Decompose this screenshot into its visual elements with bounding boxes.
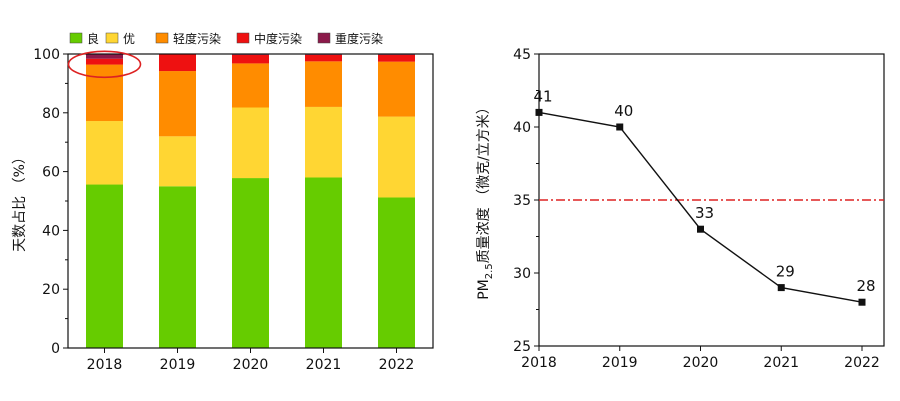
bar-segment <box>305 54 342 62</box>
legend-swatch <box>105 32 119 44</box>
y-tick-label: 60 <box>42 165 60 181</box>
bar-segment <box>378 54 415 62</box>
bar-segment <box>305 106 342 178</box>
data-point <box>535 108 543 116</box>
bar-segment <box>86 64 123 122</box>
y-tick-label: 45 <box>513 47 531 63</box>
bar-segment <box>232 63 269 108</box>
data-label: 28 <box>856 277 875 295</box>
x-tick-label: 2018 <box>87 357 123 373</box>
bar-segment <box>159 54 196 72</box>
bar-segment <box>378 116 415 198</box>
bar-segment <box>86 121 123 185</box>
data-label: 40 <box>614 102 633 120</box>
bar-segment <box>378 197 415 348</box>
y-axis-title-main: PM <box>476 279 492 300</box>
x-axis: 2018 2019 2020 2021 2022 <box>521 346 880 371</box>
data-label: 29 <box>776 263 795 281</box>
y-tick-label: 25 <box>513 339 531 355</box>
data-point <box>616 123 624 131</box>
y-axis-title: PM2.5质量浓度 （微克/立方米） <box>476 100 495 300</box>
y-axis-title: 天数占比 （%） <box>12 150 28 252</box>
y-tick-label: 100 <box>33 47 60 63</box>
legend-label: 良 <box>87 31 99 46</box>
bar-segment <box>86 54 123 59</box>
y-axis: 0 20 40 60 80 100 <box>33 47 68 357</box>
highlight-ellipse <box>67 50 142 79</box>
bar-segment <box>232 54 269 64</box>
legend-swatch <box>69 32 83 44</box>
bar-segment <box>159 71 196 137</box>
y-axis-title-subscript: 2.5 <box>484 263 495 279</box>
y-axis: 25 30 35 40 45 <box>513 47 539 355</box>
bar-segment <box>159 136 196 187</box>
x-tick-label: 2019 <box>160 357 196 373</box>
y-tick-label: 0 <box>51 341 60 357</box>
y-tick-label: 40 <box>42 223 60 239</box>
data-label: 41 <box>533 87 552 105</box>
x-tick-label: 2020 <box>683 355 719 371</box>
bar-segment <box>159 186 196 348</box>
y-tick-label: 30 <box>513 266 531 282</box>
x-tick-label: 2021 <box>306 357 342 373</box>
bar-series-group <box>86 54 415 348</box>
legend-swatch <box>236 32 250 44</box>
data-point <box>777 284 785 292</box>
y-tick-label: 20 <box>42 282 60 298</box>
x-tick-label: 2021 <box>763 355 799 371</box>
series-points: 41 40 33 29 28 <box>533 87 876 306</box>
y-tick-label: 80 <box>42 106 60 122</box>
legend-label: 中度污染 <box>254 31 302 46</box>
legend-label: 重度污染 <box>335 31 383 46</box>
x-tick-label: 2022 <box>379 357 415 373</box>
bar-segment <box>232 107 269 179</box>
x-axis: 2018 2019 2020 2021 2022 <box>87 348 415 373</box>
bar-segment <box>232 178 269 348</box>
legend: 良 优 轻度污染 中度污染 重度污染 <box>69 31 383 46</box>
x-tick-label: 2018 <box>521 355 557 371</box>
bar-segment <box>86 184 123 348</box>
legend-swatch <box>155 32 169 44</box>
legend-label: 优 <box>123 32 135 46</box>
data-point <box>697 225 704 233</box>
y-axis-title-rest: 质量浓度 （微克/立方米） <box>476 100 492 263</box>
bar-segment <box>86 58 123 65</box>
y-tick-label: 35 <box>513 193 531 209</box>
stacked-bar-chart: 0 20 40 60 80 100 2018 2019 2020 2021 2022 良 优 轻度污染… <box>12 31 434 373</box>
y-tick-label: 40 <box>513 120 531 136</box>
legend-swatch <box>317 32 331 44</box>
data-point <box>858 298 866 306</box>
bar-segment <box>305 177 342 348</box>
legend-label: 轻度污染 <box>173 31 221 46</box>
bar-segment <box>378 61 415 117</box>
x-tick-label: 2022 <box>844 355 880 371</box>
x-tick-label: 2019 <box>602 355 638 371</box>
bar-segment <box>305 61 342 107</box>
x-tick-label: 2020 <box>233 357 269 373</box>
data-label: 33 <box>695 204 714 222</box>
